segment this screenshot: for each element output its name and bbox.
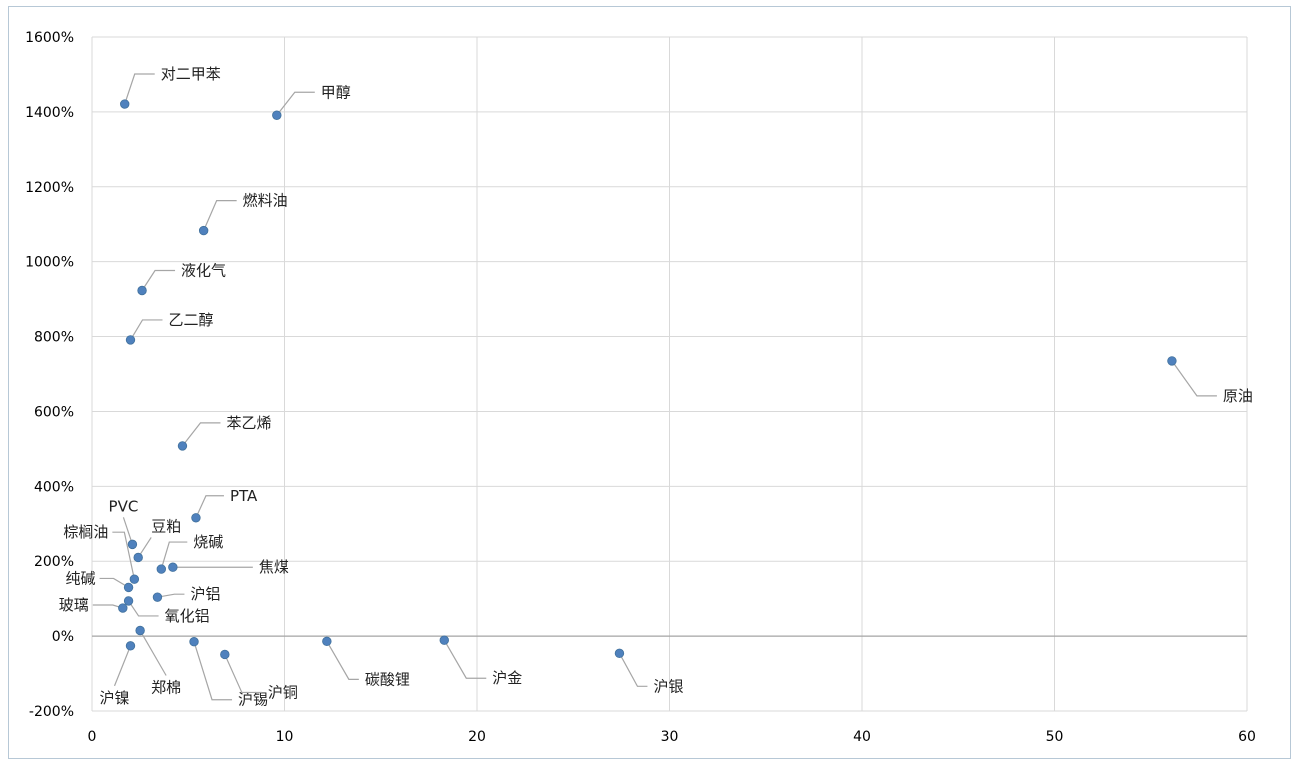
data-point [129, 574, 140, 584]
data-point [614, 648, 625, 659]
leader-line [139, 630, 167, 676]
leader-line [112, 531, 135, 580]
data-point [135, 625, 145, 636]
data-point [120, 99, 130, 109]
y-tick-label: 1000% [25, 255, 74, 271]
x-tick-label: 40 [853, 729, 871, 745]
data-label: 沪铝 [190, 585, 220, 603]
y-tick-label: 200% [34, 554, 74, 570]
data-label: 豆粕 [151, 517, 181, 535]
data-label: 沪镍 [99, 689, 129, 707]
data-label: 棕榈油 [63, 523, 108, 541]
x-tick-label: 10 [276, 729, 294, 745]
leader-line [113, 645, 132, 687]
leader-line [129, 319, 163, 341]
data-point [322, 636, 332, 647]
leader-line [276, 91, 315, 116]
data-point [198, 225, 209, 236]
data-point [137, 285, 147, 296]
data-label: 乙二醇 [169, 311, 214, 329]
x-tick-label: 0 [88, 729, 97, 745]
data-point [220, 649, 230, 660]
data-label: 沪银 [653, 677, 683, 695]
leader-line [141, 269, 176, 291]
data-point [1167, 356, 1177, 366]
y-tick-label: 1600% [25, 30, 74, 46]
data-point [168, 562, 178, 572]
data-point [133, 552, 143, 563]
y-tick-label: 800% [34, 330, 74, 346]
data-label: 沪金 [492, 669, 522, 687]
data-label: 苯乙烯 [226, 414, 271, 432]
data-point [177, 441, 188, 451]
leader-line [124, 73, 155, 105]
leader-line [122, 517, 133, 545]
leader-line [203, 199, 237, 231]
leader-line [618, 653, 648, 687]
data-point [123, 582, 134, 593]
data-point [118, 603, 128, 613]
y-tick-label: -200% [29, 704, 74, 720]
leader-line [326, 641, 359, 680]
data-point [152, 592, 163, 602]
data-label: 沪锡 [238, 691, 268, 709]
leader-line [157, 593, 185, 598]
leader-line [195, 495, 224, 519]
data-label: 焦煤 [259, 558, 289, 576]
data-label: 原油 [1223, 387, 1253, 405]
data-label: 沪铜 [268, 683, 298, 701]
data-label: 郑棉 [151, 678, 181, 696]
leader-line [224, 654, 262, 694]
leader-line [1171, 360, 1217, 397]
data-point [191, 513, 201, 523]
data-point [189, 637, 199, 647]
data-point [156, 564, 167, 574]
data-label: 液化气 [181, 261, 226, 279]
data-point [272, 110, 282, 120]
data-label: PTA [230, 487, 258, 505]
data-label: 氧化铝 [165, 607, 210, 625]
y-tick-label: 1400% [25, 105, 74, 121]
y-tick-label: 1200% [25, 180, 74, 196]
data-point [127, 539, 138, 550]
leader-line [182, 422, 221, 447]
data-label: 碳酸锂 [365, 670, 410, 688]
data-label: 对二甲苯 [161, 65, 221, 83]
chart-border [8, 6, 1291, 759]
data-label: 烧碱 [193, 533, 223, 551]
y-tick-label: 0% [52, 629, 74, 645]
data-point [125, 335, 136, 345]
leader-line [193, 641, 233, 701]
data-label: PVC [109, 497, 139, 515]
leader-line [443, 639, 487, 679]
x-tick-label: 30 [661, 729, 679, 745]
data-label: 玻璃 [59, 596, 89, 614]
data-label: 纯碱 [66, 569, 96, 587]
x-tick-label: 50 [1046, 729, 1064, 745]
data-point [125, 641, 136, 651]
x-tick-label: 20 [468, 729, 486, 745]
leader-line [128, 600, 159, 617]
leader-line [99, 577, 129, 588]
data-point [123, 596, 134, 606]
data-label: 甲醇 [321, 83, 351, 101]
data-label: 燃料油 [243, 192, 288, 210]
y-tick-label: 400% [34, 479, 74, 495]
y-tick-label: 600% [34, 404, 74, 420]
x-tick-label: 60 [1238, 729, 1256, 745]
leader-line [160, 541, 188, 570]
data-point [439, 635, 449, 645]
